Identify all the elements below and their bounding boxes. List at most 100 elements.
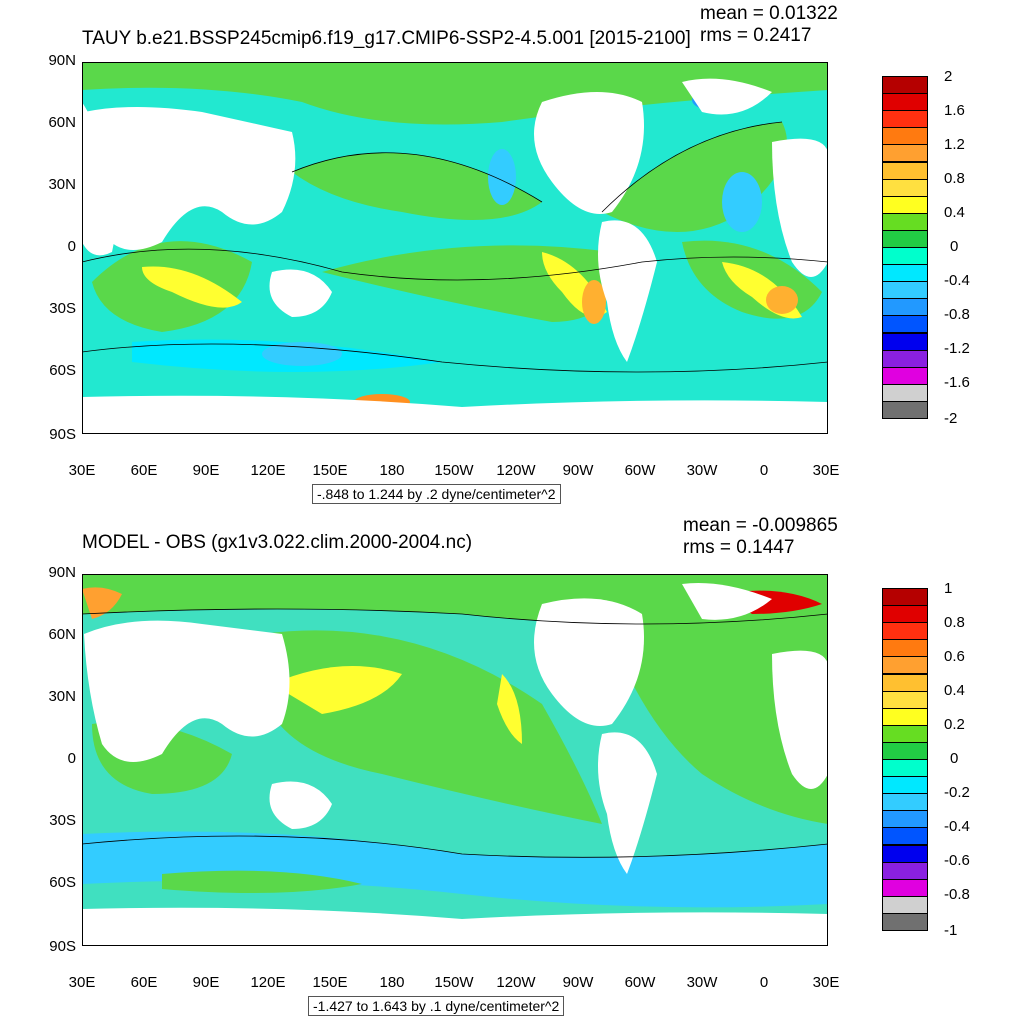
range-note: -1.427 to 1.643 by .1 dyne/centimeter^2 (308, 996, 565, 1016)
contour-line (601, 121, 783, 213)
x-tick-label: 30E (812, 974, 840, 991)
y-tick-label: 0 (67, 238, 76, 255)
land-greenland (682, 78, 772, 115)
x-tick-label: 60E (130, 974, 158, 991)
y-tick-label: 60S (49, 874, 76, 891)
colorbar-swatch (882, 298, 928, 317)
colorbar-swatch (882, 707, 928, 726)
colorbar-swatch (882, 383, 928, 402)
mean-label: mean = 0.01322 (700, 3, 838, 24)
arctic-band (82, 62, 828, 125)
x-tick-label: 60W (624, 974, 656, 991)
colorbar-swatch (882, 332, 928, 351)
contour-line (82, 835, 828, 858)
land-eurasia (84, 107, 296, 250)
colorbar-swatch (882, 161, 928, 180)
colorbar-label: -0.4 (944, 272, 970, 289)
colorbar-label: -1.6 (944, 374, 970, 391)
colorbar-swatch (882, 844, 928, 863)
land-eurasia (84, 620, 290, 762)
colorbar-label: -2 (944, 410, 958, 427)
x-tick-label: 180 (379, 974, 405, 991)
x-tick-label: 180 (379, 462, 405, 479)
x-tick-label: 90W (562, 974, 594, 991)
colorbar-label: -0.6 (944, 852, 970, 869)
colorbar-label: 1.2 (944, 136, 965, 153)
colorbar-label: 1 (944, 580, 953, 597)
land-africa-east (772, 650, 828, 789)
colorbar-label: -1.2 (944, 340, 970, 357)
land-south-america (598, 220, 657, 362)
plot-frame (82, 62, 828, 434)
x-tick-label: 120W (496, 462, 536, 479)
map-plot (82, 62, 828, 434)
x-tick-label: 90W (562, 462, 594, 479)
y-tick-label: 90S (49, 938, 76, 955)
x-tick-label: 30E (812, 462, 840, 479)
x-tick-label: 60W (624, 462, 656, 479)
colorbar-swatch (882, 776, 928, 795)
y-tick-label: 60N (48, 114, 76, 131)
colorbar-swatch (882, 349, 928, 368)
colorbar-swatch (882, 690, 928, 709)
colorbar-swatch (882, 315, 928, 334)
land-africa-north (82, 102, 122, 256)
colorbar-swatch (882, 229, 928, 248)
mean-label: mean = -0.009865 (683, 515, 838, 536)
y-tick-label: 0 (67, 750, 76, 767)
colorbar-swatch (882, 895, 928, 914)
high-california (497, 674, 522, 744)
range-note: -.848 to 1.244 by .2 dyne/centimeter^2 (312, 484, 561, 504)
colorbar-swatch (882, 741, 928, 760)
colorbar-label: 0 (950, 750, 959, 767)
y-tick-label: 60N (48, 626, 76, 643)
x-tick-label: 0 (759, 462, 769, 479)
colorbar-swatch (882, 656, 928, 675)
land-australia (269, 269, 332, 317)
atlantic-band (602, 609, 828, 824)
south-pacific-band (322, 245, 614, 322)
y-tick-label: 30S (49, 812, 76, 829)
colorbar-swatch (882, 195, 928, 214)
colorbar-swatch (882, 827, 928, 846)
x-tick-label: 30W (686, 462, 718, 479)
x-tick-label: 90E (192, 462, 220, 479)
colorbar-label: 0 (950, 238, 959, 255)
x-tick-label: 150E (312, 462, 348, 479)
colorbar-swatch (882, 366, 928, 385)
colorbar-swatch (882, 793, 928, 812)
land-greenland (682, 583, 772, 620)
x-tick-label: 90E (192, 974, 220, 991)
high-kuroshio (272, 666, 402, 714)
land-australia (269, 781, 332, 829)
chart-title: TAUY b.e21.BSSP245cmip6.f19_g17.CMIP6-SS… (82, 28, 691, 49)
y-tick-label: 90N (48, 52, 76, 69)
low-southern (82, 831, 828, 908)
x-tick-label: 120E (250, 462, 286, 479)
land-north-america (534, 598, 644, 726)
low-atlantic (722, 172, 762, 232)
x-tick-label: 0 (759, 974, 769, 991)
land-antarctica (82, 907, 828, 946)
colorbar-label: -1 (944, 922, 958, 939)
colorbar-label: 0.2 (944, 716, 965, 733)
plot-frame (82, 574, 828, 946)
x-tick-label: 30E (68, 462, 96, 479)
colorbar-swatch (882, 861, 928, 880)
high-arctic-west (82, 587, 122, 619)
x-tick-label: 150W (434, 974, 474, 991)
colorbar-label: 0.6 (944, 648, 965, 665)
colorbar-swatch (882, 639, 928, 658)
colorbar (882, 76, 928, 419)
y-tick-label: 30S (49, 300, 76, 317)
x-tick-label: 30E (68, 974, 96, 991)
colorbar-swatch (882, 605, 928, 624)
top-panel: TAUY b.e21.BSSP245cmip6.f19_g17.CMIP6-SS… (48, 3, 970, 504)
colorbar-swatch (882, 264, 928, 283)
map-svg (82, 574, 828, 946)
contour-line (291, 152, 543, 203)
map-plot (82, 574, 828, 946)
southern-band (162, 870, 362, 893)
colorbar-swatch (882, 144, 928, 163)
y-tick-label: 30N (48, 688, 76, 705)
